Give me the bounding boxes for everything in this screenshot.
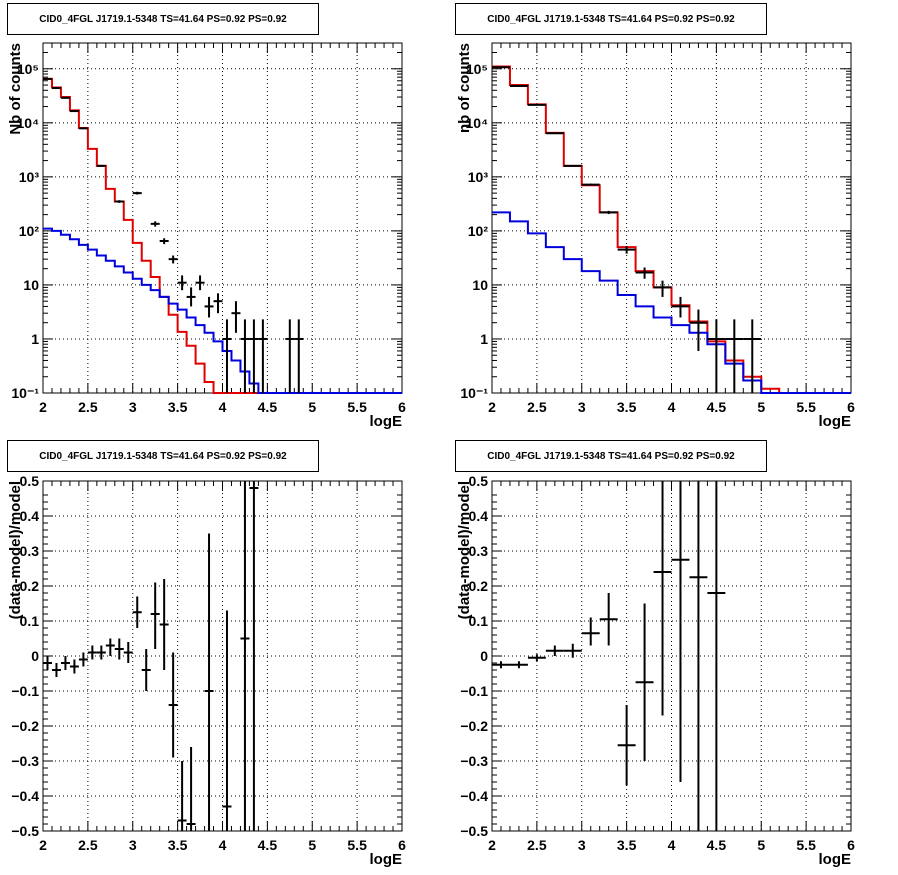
y-tick-label: 0 xyxy=(31,648,39,664)
x-tick-label: 5 xyxy=(757,399,765,415)
x-tick-label: 4.5 xyxy=(258,399,278,415)
plot-title-top-right: CID0_4FGL J1719.1-5348 TS=41.64 PS=0.92 … xyxy=(455,3,767,35)
x-axis-label: logE xyxy=(819,851,852,868)
x-tick-label: 4 xyxy=(219,399,227,415)
x-tick-label: 5 xyxy=(757,837,765,853)
x-tick-label: 3.5 xyxy=(617,837,637,853)
plot-frame-bottom-left xyxy=(42,480,403,832)
y-tick-label: 10⁴ xyxy=(466,115,489,131)
y-tick-label: 0.2 xyxy=(469,578,489,594)
y-tick-label: 10 xyxy=(472,277,488,293)
plot-title-top-left: CID0_4FGL J1719.1-5348 TS=41.64 PS=0.92 … xyxy=(7,3,319,35)
y-tick-label: 0.5 xyxy=(469,473,489,489)
y-tick-label: 10 xyxy=(23,277,39,293)
y-tick-label: 10² xyxy=(19,223,40,239)
x-tick-label: 3 xyxy=(129,837,137,853)
y-tick-label: 10⁴ xyxy=(17,115,40,131)
x-tick-label: 2 xyxy=(488,399,496,415)
y-tick-label: −0.5 xyxy=(11,823,39,839)
x-tick-label: 2.5 xyxy=(527,399,547,415)
x-tick-label: 5 xyxy=(308,399,316,415)
y-tick-label: −0.3 xyxy=(11,753,39,769)
x-tick-label: 5 xyxy=(308,837,316,853)
y-tick-label: 0.5 xyxy=(20,473,40,489)
y-tick-label: 1 xyxy=(480,331,488,347)
y-tick-label: 0.4 xyxy=(20,508,40,524)
x-axis-label: logE xyxy=(370,413,403,430)
x-axis-label: logE xyxy=(819,413,852,430)
x-tick-label: 2.5 xyxy=(527,837,547,853)
x-tick-label: 5.5 xyxy=(347,837,367,853)
y-tick-label: −0.2 xyxy=(460,718,488,734)
y-axis-label: (data-model)/model xyxy=(456,481,473,619)
y-tick-label: 1 xyxy=(31,331,39,347)
x-tick-label: 4.5 xyxy=(707,837,727,853)
y-tick-label: 0.3 xyxy=(469,543,489,559)
x-tick-label: 2 xyxy=(39,837,47,853)
background-model-line xyxy=(492,211,851,394)
plot-frame-bottom-right xyxy=(491,480,852,832)
x-tick-label: 2.5 xyxy=(78,837,98,853)
x-tick-label: 3.5 xyxy=(168,837,188,853)
y-axis-label: nb of counts xyxy=(456,43,473,133)
plot-title-bottom-right: CID0_4FGL J1719.1-5348 TS=41.64 PS=0.92 … xyxy=(455,440,767,472)
y-tick-label: 10⁵ xyxy=(466,61,488,77)
x-tick-label: 3 xyxy=(578,399,586,415)
y-tick-label: −0.1 xyxy=(460,683,488,699)
x-tick-label: 3 xyxy=(129,399,137,415)
y-tick-label: 10⁻¹ xyxy=(460,385,488,401)
x-tick-label: 3 xyxy=(578,837,586,853)
x-axis-label: logE xyxy=(370,851,403,868)
y-tick-label: 10² xyxy=(468,223,489,239)
y-tick-label: 0 xyxy=(480,648,488,664)
x-tick-label: 5.5 xyxy=(347,399,367,415)
x-tick-label: 4 xyxy=(668,399,676,415)
x-tick-label: 6 xyxy=(398,399,406,415)
y-tick-label: 0.2 xyxy=(20,578,40,594)
plot-frame-top-right xyxy=(491,42,852,394)
x-tick-label: 6 xyxy=(398,837,406,853)
y-tick-label: −0.4 xyxy=(11,788,39,804)
y-tick-label: 0.3 xyxy=(20,543,40,559)
y-tick-label: −0.2 xyxy=(11,718,39,734)
x-tick-label: 5.5 xyxy=(796,837,816,853)
x-tick-label: 4.5 xyxy=(707,399,727,415)
y-tick-label: 10³ xyxy=(19,169,40,185)
y-tick-label: −0.3 xyxy=(460,753,488,769)
y-tick-label: 10⁻¹ xyxy=(11,385,39,401)
x-tick-label: 5.5 xyxy=(796,399,816,415)
y-tick-label: 0.1 xyxy=(20,613,40,629)
plot-title-bottom-left: CID0_4FGL J1719.1-5348 TS=41.64 PS=0.92 … xyxy=(7,440,319,472)
y-axis-label: (data-model)/model xyxy=(7,481,24,619)
x-tick-label: 2 xyxy=(39,399,47,415)
y-tick-label: 0.1 xyxy=(469,613,489,629)
y-axis-label: Nb of counts xyxy=(7,43,24,135)
x-tick-label: 4 xyxy=(219,837,227,853)
y-tick-label: −0.5 xyxy=(460,823,488,839)
x-tick-label: 3.5 xyxy=(617,399,637,415)
x-tick-label: 3.5 xyxy=(168,399,188,415)
x-tick-label: 2 xyxy=(488,837,496,853)
y-tick-label: 0.4 xyxy=(469,508,489,524)
y-tick-label: −0.1 xyxy=(11,683,39,699)
x-tick-label: 6 xyxy=(847,837,855,853)
plot-frame-top-left xyxy=(42,42,403,394)
background-model-line xyxy=(43,227,402,394)
y-tick-label: 10⁵ xyxy=(17,61,39,77)
x-tick-label: 6 xyxy=(847,399,855,415)
x-tick-label: 4 xyxy=(668,837,676,853)
y-tick-label: 10³ xyxy=(468,169,489,185)
x-tick-label: 2.5 xyxy=(78,399,98,415)
x-tick-label: 4.5 xyxy=(258,837,278,853)
y-tick-label: −0.4 xyxy=(460,788,488,804)
